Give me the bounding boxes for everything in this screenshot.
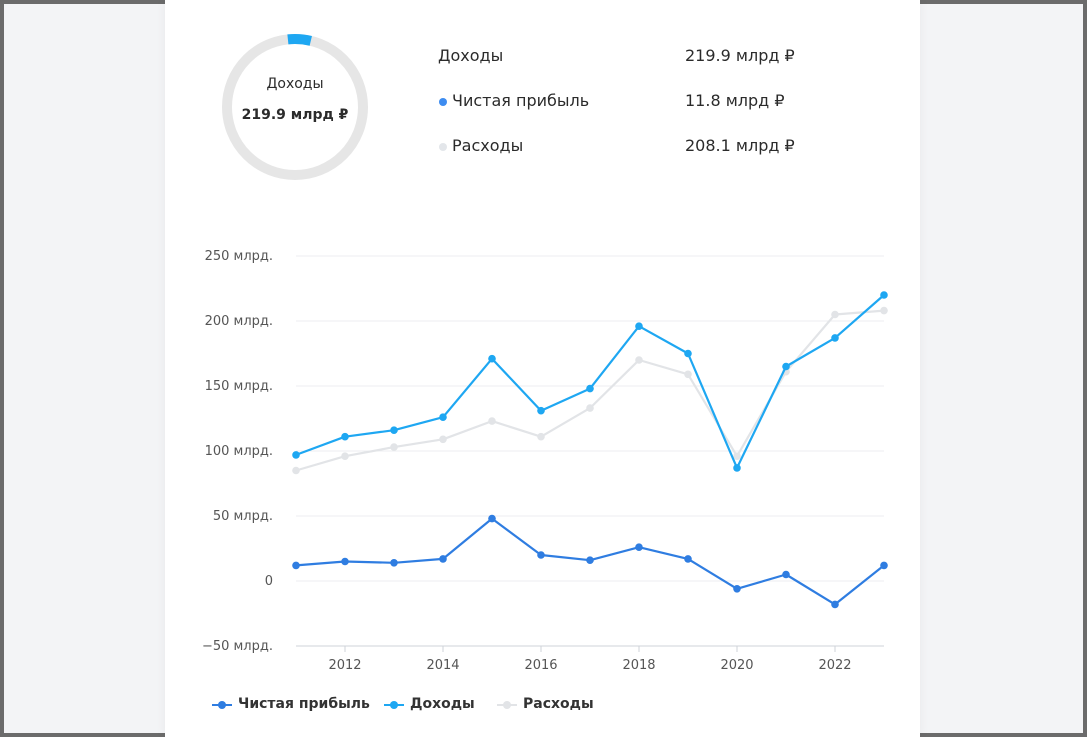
expenses-dot-icon [439, 143, 447, 151]
x-tick-label: 2020 [720, 658, 753, 673]
data-point-series-0[interactable] [635, 543, 643, 551]
data-point-series-0[interactable] [733, 585, 741, 593]
data-point-series-0[interactable] [439, 555, 447, 563]
y-tick-label: −50 млрд. [202, 639, 273, 654]
data-point-series-2[interactable] [635, 356, 643, 364]
data-point-series-2[interactable] [586, 404, 594, 412]
data-point-series-2[interactable] [537, 432, 545, 441]
data-point-series-1[interactable] [733, 464, 741, 472]
data-point-series-0[interactable] [390, 559, 398, 567]
data-point-series-2[interactable] [488, 417, 496, 425]
x-tick-label: 2018 [622, 658, 655, 673]
summary-row-expenses: Расходы 208.1 млрд ₽ [438, 136, 858, 181]
legend-revenue-marker-icon [384, 701, 404, 709]
data-point-series-2[interactable] [831, 310, 839, 319]
data-point-series-0[interactable] [292, 561, 300, 570]
x-tick-label: 2016 [524, 658, 557, 673]
data-point-series-0[interactable] [880, 561, 888, 570]
data-point-series-1[interactable] [831, 334, 839, 342]
donut-value: 219.9 млрд ₽ [241, 107, 349, 123]
profit-dot-icon [439, 98, 447, 106]
data-point-series-2[interactable] [341, 452, 349, 461]
data-point-series-1[interactable] [439, 413, 447, 422]
data-point-series-1[interactable] [488, 354, 496, 363]
data-point-series-1[interactable] [537, 406, 545, 415]
data-point-series-0[interactable] [684, 555, 692, 563]
data-point-series-1[interactable] [782, 362, 790, 371]
legend-label-expenses: Расходы [523, 696, 594, 712]
data-point-series-1[interactable] [684, 349, 692, 358]
x-tick-label: 2022 [818, 658, 851, 673]
y-tick-label: 200 млрд. [205, 314, 273, 329]
data-point-series-2[interactable] [733, 452, 741, 461]
y-tick-label: 150 млрд. [205, 379, 273, 394]
data-point-series-1[interactable] [635, 322, 643, 331]
data-point-series-1[interactable] [586, 384, 594, 393]
data-point-series-1[interactable] [390, 426, 398, 435]
data-point-series-0[interactable] [341, 557, 349, 566]
summary-label-expenses: Расходы [452, 136, 524, 155]
summary-label-profit: Чистая прибыль [452, 91, 590, 110]
data-point-series-1[interactable] [341, 432, 349, 441]
data-point-series-1[interactable] [880, 291, 888, 299]
donut-ring [222, 33, 368, 180]
summary-row-profit: Чистая прибыль 11.8 млрд ₽ [438, 91, 858, 136]
y-tick-label: 0 [265, 574, 273, 589]
legend-profit-marker-icon [212, 701, 232, 709]
y-tick-label: 50 млрд. [213, 509, 273, 524]
data-point-series-0[interactable] [488, 514, 496, 523]
summary-row-revenue: Доходы 219.9 млрд ₽ [438, 46, 858, 91]
data-point-series-2[interactable] [880, 306, 888, 315]
data-point-series-1[interactable] [292, 451, 300, 459]
donut-title: Доходы [266, 76, 324, 92]
legend-expenses-marker-icon [497, 701, 517, 709]
data-point-series-0[interactable] [782, 570, 790, 579]
data-point-series-2[interactable] [684, 370, 692, 379]
data-point-series-0[interactable] [537, 551, 545, 559]
y-tick-label: 250 млрд. [205, 249, 273, 264]
y-tick-label: 100 млрд. [205, 444, 273, 459]
data-point-series-2[interactable] [390, 443, 398, 451]
report-card [165, 0, 920, 737]
summary-label-revenue: Доходы [438, 46, 504, 65]
data-point-series-0[interactable] [586, 556, 594, 564]
data-point-series-0[interactable] [831, 600, 839, 609]
data-point-series-2[interactable] [439, 435, 447, 444]
summary-value-revenue: 219.9 млрд ₽ [685, 46, 795, 65]
data-point-series-2[interactable] [292, 466, 300, 475]
legend-label-revenue: Доходы [410, 696, 475, 712]
summary-value-profit: 11.8 млрд ₽ [685, 91, 785, 110]
summary-value-expenses: 208.1 млрд ₽ [685, 136, 795, 155]
legend-label-profit: Чистая прибыль [238, 696, 370, 712]
summary-table: Доходы 219.9 млрд ₽ Чистая прибыль 11.8 … [438, 46, 858, 181]
revenue-donut: Доходы 219.9 млрд ₽ [220, 32, 370, 182]
x-tick-label: 2014 [426, 658, 459, 673]
x-tick-label: 2012 [328, 658, 361, 673]
